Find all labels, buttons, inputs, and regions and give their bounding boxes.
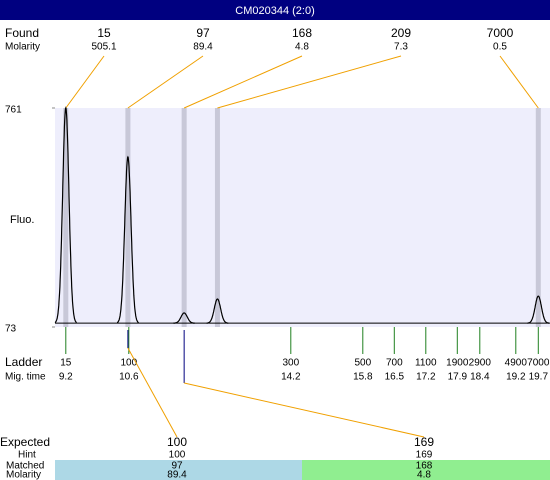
found-connector — [499, 55, 539, 109]
ladder-time: 15.8 — [353, 372, 373, 383]
found-size: 97 — [196, 26, 210, 40]
hint-value: 169 — [416, 450, 433, 461]
y-label: Fluo. — [10, 214, 34, 226]
ladder-size: 2900 — [469, 358, 492, 369]
peak-band — [63, 108, 69, 327]
y-tick-label: 761 — [5, 105, 22, 116]
ladder-size: 1100 — [415, 358, 437, 369]
found-size: 209 — [391, 26, 411, 40]
found-molarity: 0.5 — [493, 42, 507, 53]
found-connector — [65, 55, 105, 109]
ladder-size: 100 — [120, 358, 137, 369]
found-connector — [127, 55, 204, 109]
ladder-time: 9.2 — [59, 372, 73, 383]
found-label: Found — [5, 26, 39, 40]
ladder-size: 500 — [354, 358, 371, 369]
ladder-size: 300 — [282, 358, 299, 369]
molarity-value: 89.4 — [167, 470, 187, 480]
ladder-label: Ladder — [5, 355, 42, 369]
found-molarity: 89.4 — [193, 42, 213, 53]
ladder-size: 15 — [60, 358, 72, 369]
matched-band — [55, 460, 302, 480]
peak-band — [181, 108, 187, 327]
ladder-time: 17.9 — [448, 372, 468, 383]
ladder-time: 19.2 — [506, 372, 526, 383]
ladder-time: 10.6 — [119, 372, 139, 383]
ladder-size: 1900 — [446, 358, 469, 369]
peak-band — [535, 108, 541, 327]
matched-value: 168 — [416, 461, 433, 472]
ladder-time: 17.2 — [416, 372, 436, 383]
ladder-size: 4900 — [505, 358, 528, 369]
ladder-time: 19.7 — [529, 372, 549, 383]
found-connector — [217, 55, 402, 109]
hint-value: 100 — [169, 450, 186, 461]
ladder-time: 16.5 — [385, 372, 405, 383]
ladder-time: 18.4 — [470, 372, 490, 383]
found-molarity: 4.8 — [295, 42, 309, 53]
trace-peak — [54, 106, 77, 324]
found-connector — [183, 55, 303, 109]
ladder-time: 14.2 — [281, 372, 301, 383]
trace-peak — [173, 312, 196, 324]
plot-area — [55, 108, 550, 327]
title: CM020344 (2:0) — [235, 5, 315, 17]
expected-value: 169 — [414, 435, 434, 449]
ladder-size: 700 — [386, 358, 403, 369]
found-size: 7000 — [487, 26, 514, 40]
peak-band — [214, 108, 220, 327]
molarity-label: Molarity — [6, 470, 41, 480]
found-sublabel: Molarity — [5, 42, 40, 53]
matched-label: Matched — [6, 461, 44, 472]
expected-connector — [127, 347, 178, 438]
matched-band — [302, 460, 550, 480]
ladder-sublabel: Mig. time — [5, 372, 46, 383]
ladder-size: 7000 — [527, 358, 550, 369]
expected-value: 100 — [167, 435, 187, 449]
found-size: 168 — [292, 26, 312, 40]
hint-label: Hint — [18, 450, 36, 461]
found-molarity: 505.1 — [91, 42, 116, 53]
found-molarity: 7.3 — [394, 42, 408, 53]
y-tick-label: 73 — [5, 324, 17, 335]
trace-peak — [206, 298, 229, 324]
trace-peak — [527, 295, 550, 324]
title-bar — [0, 0, 550, 20]
matched-value: 97 — [171, 461, 183, 472]
peak-band — [125, 108, 131, 327]
expected-label: Expected — [0, 435, 50, 449]
expected-connector — [184, 382, 425, 438]
trace-peak — [116, 155, 139, 324]
molarity-value: 4.8 — [417, 470, 431, 480]
found-size: 15 — [97, 26, 111, 40]
